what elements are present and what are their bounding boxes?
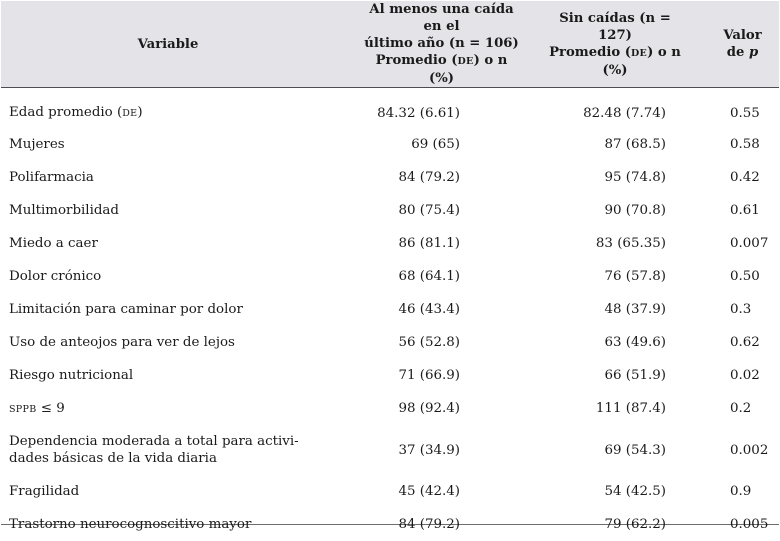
cell-falls: 84 (79.2) [335,161,530,194]
row-label: Mujeres [1,128,335,161]
cell-no-falls: 54 (42.5) [530,475,694,508]
cell-falls: 86 (81.1) [335,227,530,260]
header-falls-group: Al menos una caída en el último año (n =… [335,1,530,88]
cell-falls: 68 (64.1) [335,260,530,293]
table-row: Polifarmacia 84 (79.2) 95 (74.8) 0.42 [1,161,779,194]
row-label: Dependencia moderada a total para activi… [1,425,335,475]
cell-p-value: 0.002 [694,425,779,475]
header-variable: Variable [1,1,335,88]
row-label: Miedo a caer [1,227,335,260]
header-nofalls-line3: (%) [602,63,627,78]
cell-no-falls: 83 (65.35) [530,227,694,260]
table-row: Multimorbilidad 80 (75.4) 90 (70.8) 0.61 [1,194,779,227]
cell-no-falls: 69 (54.3) [530,425,694,475]
row-label: Multimorbilidad [1,194,335,227]
row-label: SPPB ≤ 9 [1,392,335,425]
header-falls-line2: último año (n = 106) [364,36,518,51]
header-nofalls-line2: Promedio (DE) o n [549,45,681,60]
header-nofalls-line1: Sin caídas (n = 127) [559,11,671,43]
cell-p-value: 0.2 [694,392,779,425]
cell-falls: 56 (52.8) [335,326,530,359]
cell-falls: 37 (34.9) [335,425,530,475]
table-row: Uso de anteojos para ver de lejos 56 (52… [1,326,779,359]
header-no-falls-group: Sin caídas (n = 127) Promedio (DE) o n (… [530,1,694,88]
cell-p-value: 0.62 [694,326,779,359]
row-label: Riesgo nutricional [1,359,335,392]
cell-no-falls: 87 (68.5) [530,128,694,161]
cell-no-falls: 63 (49.6) [530,326,694,359]
table-row: SPPB ≤ 9 98 (92.4) 111 (87.4) 0.2 [1,392,779,425]
table-row: Dolor crónico 68 (64.1) 76 (57.8) 0.50 [1,260,779,293]
cell-p-value: 0.58 [694,128,779,161]
header-row: Variable Al menos una caída en el último… [1,1,779,88]
row-label: Polifarmacia [1,161,335,194]
header-falls-line3: Promedio (DE) o n (%) [376,53,508,86]
table-header: Variable Al menos una caída en el último… [1,1,779,88]
cell-p-value: 0.42 [694,161,779,194]
cell-falls: 80 (75.4) [335,194,530,227]
header-falls-line1: Al menos una caída en el [369,2,513,34]
cell-p-value: 0.9 [694,475,779,508]
cell-falls: 46 (43.4) [335,293,530,326]
cell-no-falls: 82.48 (7.74) [530,88,694,129]
cell-p-value: 0.55 [694,88,779,129]
cell-falls: 71 (66.9) [335,359,530,392]
table-row: Limitación para caminar por dolor 46 (43… [1,293,779,326]
row-label: Edad promedio (DE) [1,88,335,129]
falls-comparison-table: Variable Al menos una caída en el último… [1,1,779,525]
table-row: Edad promedio (DE) 84.32 (6.61) 82.48 (7… [1,88,779,129]
cell-falls: 45 (42.4) [335,475,530,508]
row-label: Uso de anteojos para ver de lejos [1,326,335,359]
row-label: Dolor crónico [1,260,335,293]
table-row: Mujeres 69 (65) 87 (68.5) 0.58 [1,128,779,161]
header-p-value: Valor de p [694,1,779,88]
table-row: Miedo a caer 86 (81.1) 83 (65.35) 0.007 [1,227,779,260]
cell-p-value: 0.50 [694,260,779,293]
cell-p-value: 0.61 [694,194,779,227]
cell-no-falls: 66 (51.9) [530,359,694,392]
table-row: Dependencia moderada a total para activi… [1,425,779,475]
table-body: Edad promedio (DE) 84.32 (6.61) 82.48 (7… [1,88,779,541]
cell-p-value: 0.3 [694,293,779,326]
row-label: Limitación para caminar por dolor [1,293,335,326]
cell-p-value: 0.02 [694,359,779,392]
cell-no-falls: 76 (57.8) [530,260,694,293]
cell-falls: 98 (92.4) [335,392,530,425]
row-label: Fragilidad [1,475,335,508]
table-row: Riesgo nutricional 71 (66.9) 66 (51.9) 0… [1,359,779,392]
cell-falls: 69 (65) [335,128,530,161]
cell-no-falls: 48 (37.9) [530,293,694,326]
cell-no-falls: 95 (74.8) [530,161,694,194]
cell-no-falls: 111 (87.4) [530,392,694,425]
table-row: Fragilidad 45 (42.4) 54 (42.5) 0.9 [1,475,779,508]
cell-p-value: 0.007 [694,227,779,260]
cell-no-falls: 90 (70.8) [530,194,694,227]
cell-falls: 84.32 (6.61) [335,88,530,129]
